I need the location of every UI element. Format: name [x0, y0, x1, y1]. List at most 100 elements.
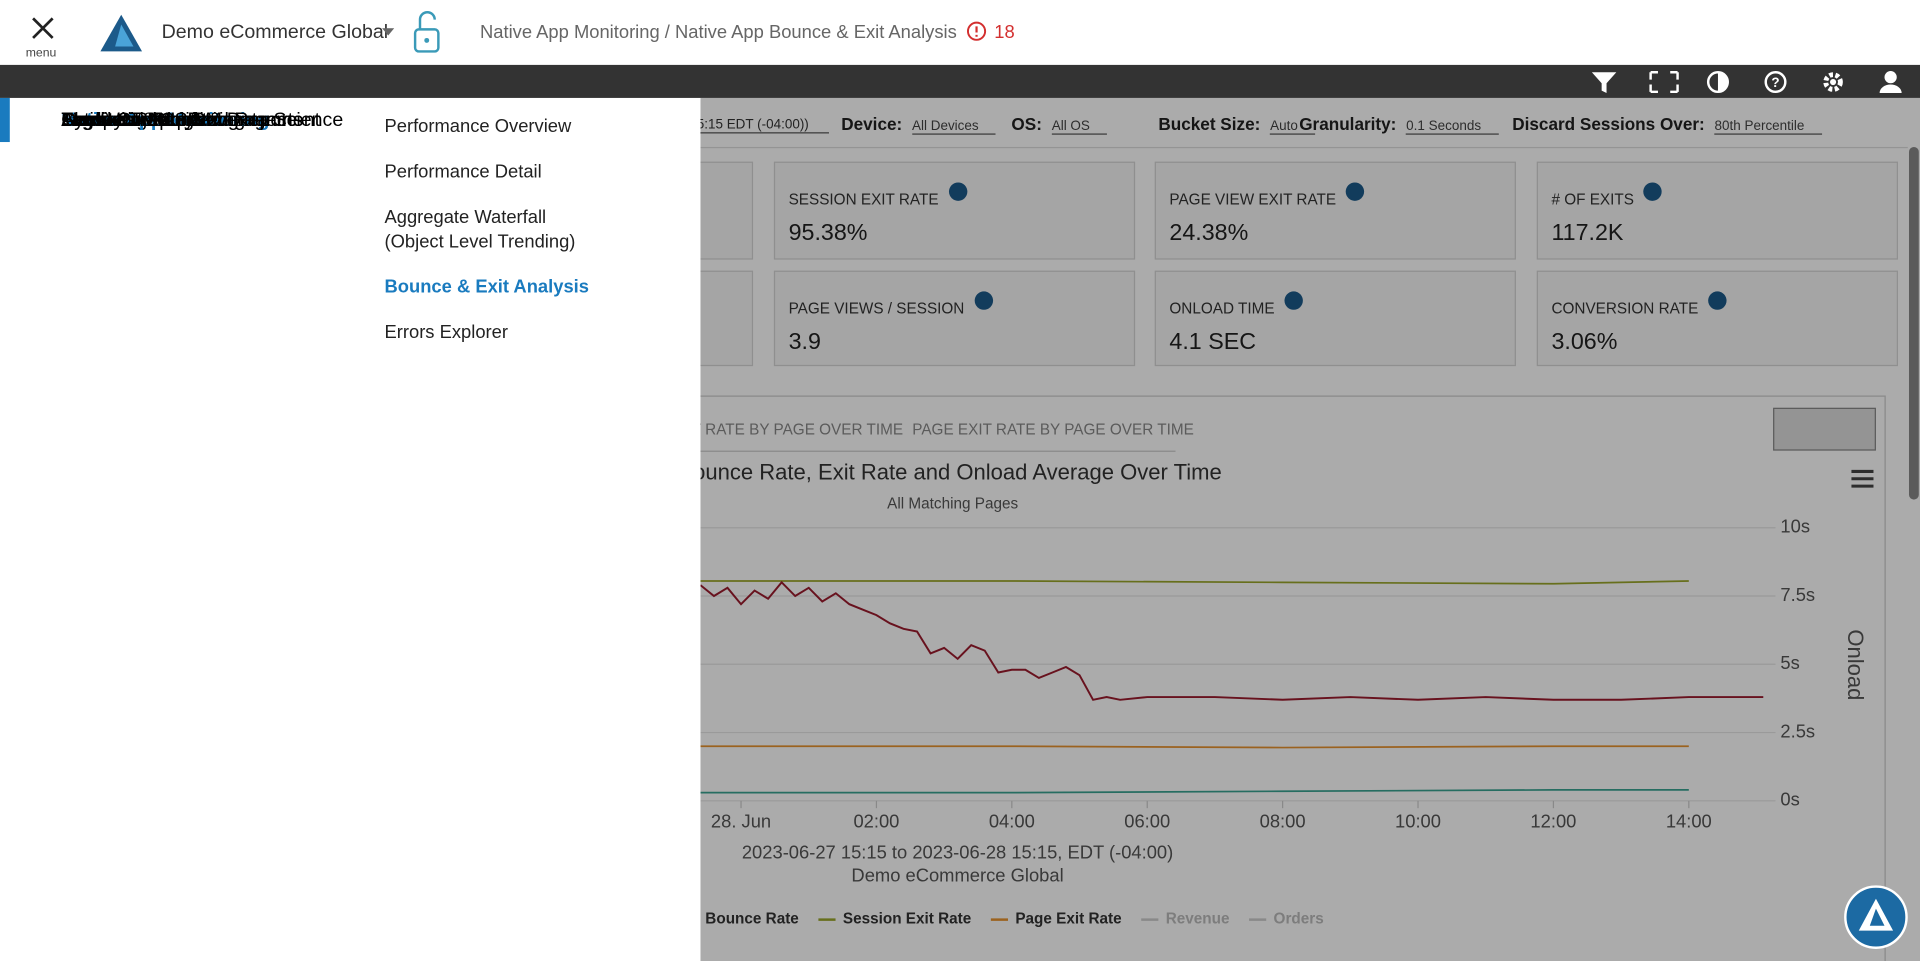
- filter-value: 80th Percentile: [1714, 118, 1822, 135]
- nav-label: Competitive Index: [61, 110, 219, 132]
- metric-label: ONLOAD TIME: [1169, 291, 1303, 317]
- alert-icon[interactable]: [966, 21, 987, 42]
- nav-label: Marketing Insights: [61, 110, 221, 132]
- chart-caption: 2023-06-27 15:15 to 2023-06-28 15:15, ED…: [742, 841, 1173, 862]
- x-tick-label: 10:00: [1395, 811, 1441, 832]
- series-line: [700, 745, 1689, 749]
- org-name[interactable]: Demo eCommerce Global: [161, 22, 389, 43]
- filter-value: 0.1 Seconds: [1406, 118, 1499, 135]
- series-line: [700, 580, 1689, 585]
- y2-tick-label: 7.5s: [1780, 584, 1815, 605]
- toolbar-icons[interactable]: ?: [1586, 69, 1917, 96]
- metric-value: 4.1 SEC: [1169, 329, 1257, 356]
- active-bar: [0, 97, 10, 143]
- metric-label: # OF EXITS: [1551, 182, 1663, 208]
- series-line: [700, 580, 1764, 701]
- submenu-item[interactable]: Errors Explorer: [384, 321, 508, 343]
- filter-label: OS:: [1011, 113, 1042, 134]
- metric-label: PAGE VIEW EXIT RATE: [1169, 182, 1365, 208]
- nav-label: Real User Monitoring: [61, 110, 246, 132]
- nav-label: Custom Reports & Data Science: [61, 110, 344, 132]
- submenu: Performance Overview Performance Detail Ag…: [350, 97, 701, 961]
- toolbar: ?: [0, 64, 1920, 98]
- y2-tick-label: 0s: [1780, 789, 1799, 810]
- filter[interactable]: Granularity: 0.1 Seconds: [1299, 113, 1499, 135]
- metric-card: CONVERSION RATE 3.06%: [1536, 270, 1898, 367]
- nav-label: Business Analytics: [61, 110, 224, 132]
- tab[interactable]: T RATE BY PAGE OVER TIME: [691, 421, 904, 439]
- x-tick-label: 08:00: [1260, 811, 1306, 832]
- nav-label: Executive Reports: [61, 110, 221, 132]
- filter[interactable]: Bucket Size: Auto: [1158, 113, 1315, 135]
- submenu-item[interactable]: Performance Overview: [384, 116, 572, 138]
- series-line: [700, 789, 1689, 794]
- chart: ounce Rate, Exit Rate and Onload Average…: [700, 460, 1874, 928]
- overlay[interactable]: [700, 97, 1920, 961]
- y2-tick-label: 5s: [1780, 652, 1799, 673]
- breadcrumb: Native App Monitoring / Native App Bounc…: [480, 22, 957, 43]
- metric-card: # OF EXITS 117.2K: [1536, 161, 1898, 260]
- menu-label: menu: [25, 46, 57, 61]
- chart-title: ounce Rate, Exit Rate and Onload Average…: [700, 460, 1221, 485]
- logo: [100, 14, 143, 52]
- filter-label: Discard Sessions Over:: [1512, 113, 1705, 134]
- x-tick-label: 14:00: [1666, 811, 1712, 832]
- nav-label: Services & CSP Management: [61, 110, 321, 132]
- tab-underline: [688, 450, 1176, 452]
- menu-icon[interactable]: [1851, 469, 1874, 488]
- info-icon[interactable]: [1643, 182, 1663, 201]
- legend-label[interactable]: Bounce Rate: [705, 911, 799, 928]
- metric-value: 95.38%: [788, 220, 868, 247]
- legend-label[interactable]: Page Exit Rate: [1015, 911, 1121, 928]
- x-tick-label: 12:00: [1530, 811, 1576, 832]
- filter-value: All Devices: [912, 118, 996, 135]
- svg-text:?: ?: [1771, 75, 1779, 90]
- dashboard: ounce Rate, Exit Rate and Onload Average…: [688, 97, 1920, 961]
- info-icon[interactable]: [974, 291, 993, 310]
- filter-value: All OS: [1051, 118, 1108, 135]
- info-icon[interactable]: [1345, 182, 1365, 201]
- tab[interactable]: PAGE EXIT RATE BY PAGE OVER TIME: [912, 421, 1194, 439]
- legend-label[interactable]: Session Exit Rate: [843, 911, 971, 928]
- nav-label: Dashboards: [61, 110, 167, 132]
- nav-label: Synthetic Monitoring: [61, 110, 239, 132]
- metric-label: SESSION EXIT RATE: [789, 182, 967, 208]
- close-icon[interactable]: [29, 15, 56, 42]
- chat-button[interactable]: [1843, 884, 1909, 950]
- x-tick-label: 04:00: [989, 811, 1035, 832]
- metric-label: PAGE VIEWS / SESSION: [789, 291, 993, 317]
- caret[interactable]: [382, 28, 395, 36]
- metric-value: 24.38%: [1169, 220, 1249, 247]
- filter[interactable]: Device: All Devices: [841, 113, 996, 135]
- metric-value: 3.9: [788, 329, 821, 356]
- filter-label: Bucket Size:: [1158, 113, 1261, 134]
- legend-label[interactable]: Orders: [1274, 911, 1324, 928]
- metric-value: 3.06%: [1551, 329, 1618, 356]
- metric-card: PAGE VIEW EXIT RATE 24.38%: [1154, 161, 1516, 260]
- alert-count[interactable]: 18: [994, 22, 1015, 43]
- metric-value: 117.2K: [1551, 220, 1624, 247]
- filter[interactable]: OS: All OS: [1011, 113, 1108, 135]
- metric-card: PAGE VIEWS / SESSION 3.9: [773, 270, 1136, 367]
- info-icon[interactable]: [948, 182, 967, 201]
- filter-label: Granularity:: [1299, 113, 1397, 134]
- submenu-item[interactable]: Performance Detail: [384, 161, 542, 183]
- legend-label[interactable]: Revenue: [1166, 911, 1230, 928]
- nav-label: Alerts & Automated Reports: [61, 110, 303, 132]
- metric-card: SESSION EXIT RATE 95.38%: [773, 161, 1136, 260]
- submenu-item[interactable]: Bounce & Exit Analysis: [384, 276, 589, 298]
- metric-card: ONLOAD TIME 4.1 SEC: [1154, 270, 1516, 367]
- info-icon[interactable]: [1708, 291, 1727, 310]
- filter-bar: [700, 98, 1908, 149]
- nav-label: Tag & Content Governance: [61, 110, 298, 132]
- view-toggle[interactable]: [1773, 407, 1876, 451]
- nav-menu: Dashboards Executive Reports Business Anal…: [0, 97, 351, 961]
- filter-label: Device:: [841, 113, 903, 134]
- info-icon[interactable]: [1284, 291, 1303, 310]
- filter[interactable]: Discard Sessions Over: 80th Percentile: [1512, 113, 1822, 135]
- filter-value: Auto: [1270, 118, 1315, 135]
- x-tick-label: 02:00: [853, 811, 899, 832]
- submenu-item[interactable]: Aggregate Waterfall (Object Level Trendi…: [384, 206, 576, 253]
- lock-icon[interactable]: [411, 7, 443, 56]
